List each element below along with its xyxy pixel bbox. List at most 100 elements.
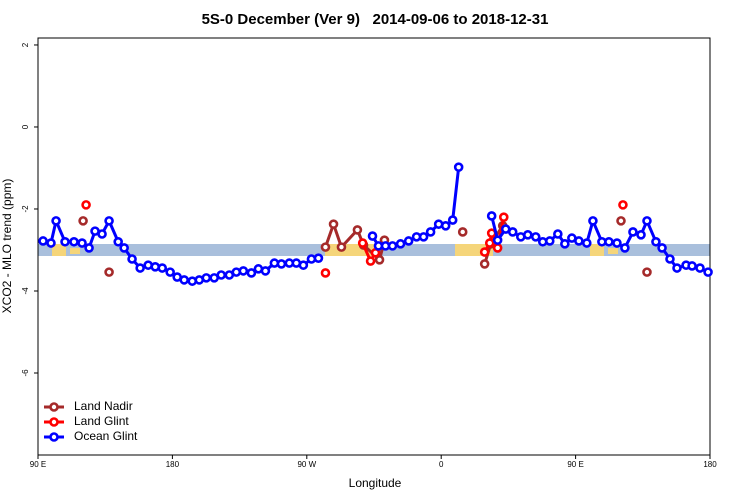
data-point [665, 254, 675, 264]
data-point [179, 275, 189, 285]
data-point [612, 238, 622, 248]
data-point [320, 268, 331, 278]
x-tick-label: 180 [166, 460, 180, 469]
legend-marker [49, 417, 59, 427]
land-patch [52, 244, 66, 256]
data-point [38, 236, 48, 246]
data-point [628, 227, 638, 237]
chart-title: 5S-0 December (Ver 9) 2014-09-06 to 2018… [202, 11, 549, 28]
y-tick-label: -6 [21, 369, 30, 377]
data-point [574, 236, 584, 246]
data-point [616, 216, 626, 226]
data-point [246, 268, 257, 278]
data-point [352, 225, 363, 235]
data-point [447, 215, 458, 225]
land-patch [608, 248, 618, 254]
land-patch [70, 248, 80, 254]
data-point [492, 243, 503, 253]
data-point [604, 236, 614, 247]
data-point [544, 236, 555, 246]
data-point [387, 241, 398, 251]
data-point [657, 243, 667, 253]
data-point [104, 216, 114, 226]
data-point [60, 236, 70, 247]
x-axis-label: Longitude [349, 476, 402, 490]
x-tick-label: 90 E [567, 460, 583, 469]
x-tick-label: 180 [703, 460, 717, 469]
data-point [357, 238, 368, 248]
y-tick-label: 0 [21, 124, 30, 129]
data-point [69, 236, 79, 247]
data-point [642, 267, 652, 277]
data-point [127, 254, 137, 264]
data-point [51, 216, 61, 226]
data-point [523, 230, 533, 240]
data-point [425, 227, 436, 237]
x-tick-label: 90 W [297, 460, 316, 469]
data-point [135, 263, 145, 273]
data-point [157, 263, 168, 273]
data-point [374, 255, 385, 265]
data-point [84, 243, 94, 253]
data-point [588, 216, 598, 226]
data-point [201, 273, 212, 283]
y-tick-label: -2 [21, 205, 30, 213]
data-point [418, 232, 429, 242]
y-axis-label: XCO2 - MLO trend (ppm) [0, 179, 14, 314]
data-point [78, 216, 88, 226]
data-point [46, 238, 56, 248]
y-tick-label: -4 [21, 287, 30, 295]
data-point [642, 216, 652, 226]
data-point [492, 235, 503, 245]
x-tick-label: 0 [439, 460, 444, 469]
data-point [687, 261, 697, 271]
data-point [165, 267, 175, 277]
data-point [618, 200, 628, 210]
data-point [553, 229, 563, 239]
data-point [395, 239, 406, 249]
data-point [484, 238, 495, 248]
data-point [365, 256, 376, 266]
y-tick-label: 2 [21, 42, 30, 47]
data-point [119, 243, 129, 253]
data-point [498, 212, 509, 222]
data-point [336, 242, 347, 252]
data-point [81, 200, 91, 210]
data-point [486, 211, 497, 221]
legend-label: Land Nadir [74, 399, 133, 413]
data-point [113, 236, 123, 247]
data-point [560, 239, 570, 249]
data-point [328, 219, 339, 229]
data-point [703, 267, 713, 277]
data-point [457, 227, 468, 237]
data-point [260, 266, 271, 276]
data-point [672, 263, 682, 273]
data-point [320, 242, 331, 252]
data-point [313, 253, 324, 263]
data-point [403, 236, 414, 246]
data-point [507, 227, 518, 237]
data-point [104, 267, 114, 277]
legend-label: Land Glint [74, 414, 129, 428]
plot-frame [37, 37, 711, 456]
data-point [479, 259, 490, 269]
data-point [216, 270, 227, 280]
data-point [238, 266, 249, 276]
data-point [97, 229, 107, 239]
data-point [440, 220, 451, 231]
data-point [530, 232, 541, 242]
data-point [581, 238, 592, 248]
data-point [636, 230, 646, 240]
data-point [695, 263, 705, 273]
legend-label: Ocean Glint [74, 429, 138, 443]
data-point [620, 243, 630, 253]
x-tick-label: 90 E [30, 460, 46, 469]
data-point [453, 162, 464, 172]
legend-marker [49, 432, 59, 442]
land-patch [590, 244, 604, 256]
legend-marker [49, 402, 59, 412]
data-point [77, 238, 87, 248]
data-point [479, 247, 490, 257]
data-point [367, 231, 378, 241]
